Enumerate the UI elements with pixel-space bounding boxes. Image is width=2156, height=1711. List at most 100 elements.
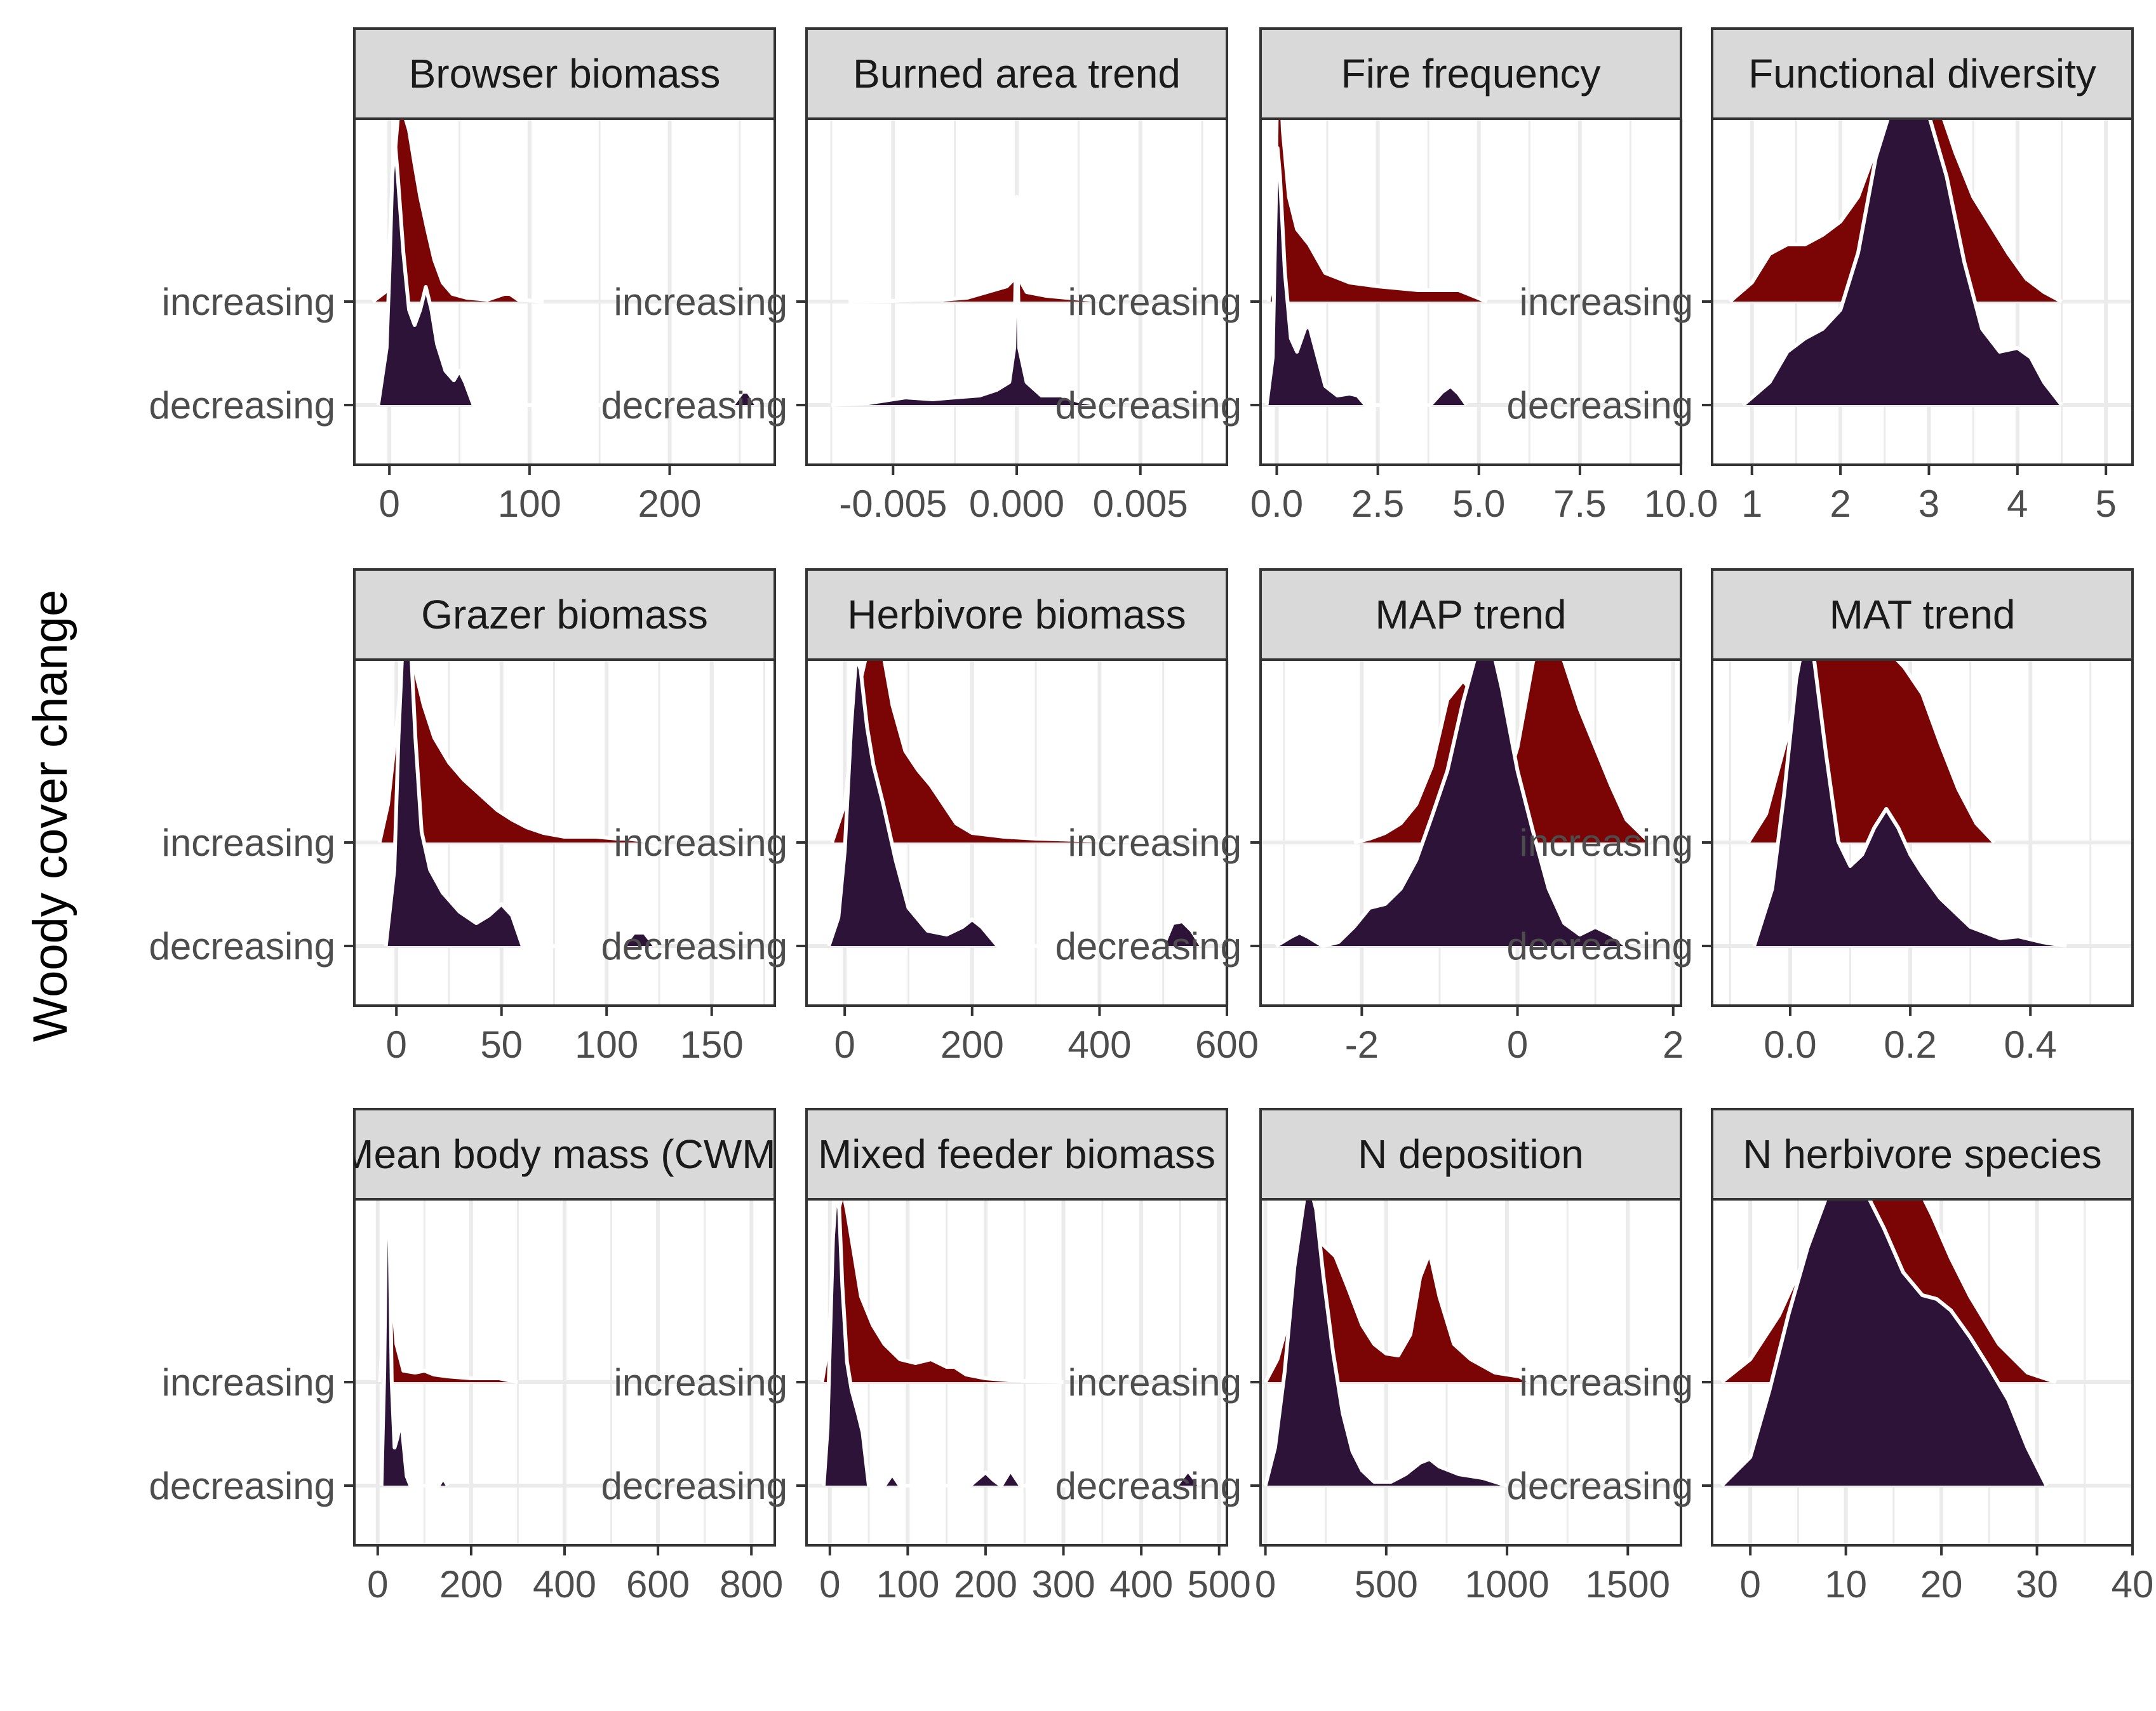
ridge-increasing <box>832 660 1163 842</box>
ridge-decreasing <box>829 660 1202 946</box>
y-tick-label-decreasing: decreasing <box>1506 384 1693 427</box>
x-tick-label: 50 <box>480 1023 523 1066</box>
x-tick-label: 150 <box>680 1023 744 1066</box>
panel-functional-diversity: Functional diversity 1 2 3 4 5 increasing decre… <box>1506 27 2134 525</box>
panel-border <box>805 658 1228 1007</box>
ridge-outline-decreasing <box>1264 146 1469 407</box>
panel-mat-trend: MAT trend 0.0 0.2 0.4 increasing decreasing <box>1506 568 2134 1066</box>
x-tick-label: 0 <box>367 1563 388 1606</box>
strip-fire-frequency <box>1259 27 1682 120</box>
ridges <box>1263 1199 1532 1488</box>
strip-mat-trend <box>1711 568 2134 661</box>
strip-title: Fire frequency <box>1341 51 1600 97</box>
x-tick-label: 400 <box>1068 1023 1131 1066</box>
x-tick-label: 1 <box>1741 483 1762 525</box>
x-tick-label: 0 <box>1507 1023 1528 1066</box>
panel-burned-area-trend: Burned area trend -0.005 0.000 0.005 increas… <box>601 27 1228 525</box>
strip-title: MAT trend <box>1830 592 2016 637</box>
y-tick-label-increasing: increasing <box>1520 281 1694 323</box>
x-tick-label: 200 <box>439 1563 503 1606</box>
panel-n-herbivore-species: N herbivore species 0 10 20 30 40 increasing de… <box>1506 1108 2154 1606</box>
y-tick-label-increasing: increasing <box>1068 1361 1242 1404</box>
ridges <box>371 119 758 407</box>
ridge-decreasing <box>1754 660 2066 946</box>
y-tick-label-decreasing: decreasing <box>149 1465 335 1507</box>
x-tick-label: 3 <box>1918 483 1939 525</box>
strip-title: N herbivore species <box>1743 1131 2102 1177</box>
x-tick-label: 600 <box>1195 1023 1259 1066</box>
x-tick-label: 0 <box>386 1023 407 1066</box>
strip-title: Burned area trend <box>853 51 1181 97</box>
strip-burned-area-trend <box>805 27 1228 120</box>
x-tick-label: 0 <box>1255 1563 1276 1606</box>
strip-title: Mixed feeder biomass <box>818 1131 1215 1177</box>
strip-title: Grazer biomass <box>421 592 708 637</box>
ridge-outline-decreasing <box>827 660 1203 948</box>
ridge-increasing <box>380 1199 518 1382</box>
ridges <box>820 1199 1202 1488</box>
ridges <box>1746 660 2067 948</box>
ridge-outline-decreasing <box>1275 660 1628 948</box>
strip-title: MAP trend <box>1375 592 1566 637</box>
x-tick-label: 10.0 <box>1644 483 1718 525</box>
panel-mixed-feeder-biomass: Mixed feeder biomass 0 100 200 300 400 500 incr… <box>601 1108 1251 1606</box>
x-tick-label: 20 <box>1920 1563 1963 1606</box>
y-tick-label-increasing: increasing <box>1068 281 1242 323</box>
y-tick-label-decreasing: decreasing <box>149 384 335 427</box>
x-tick-label: 200 <box>941 1023 1004 1066</box>
strip-herbivore-biomass <box>805 568 1228 661</box>
x-tick-label: 400 <box>533 1563 596 1606</box>
panel-border <box>1259 117 1682 466</box>
ridges <box>377 660 660 948</box>
y-tick-label-increasing: increasing <box>1068 822 1242 864</box>
ridge-outline-decreasing <box>1752 660 2067 948</box>
x-tick-label: 0 <box>1739 1563 1760 1606</box>
panel-border <box>1711 117 2134 466</box>
panel-grazer-biomass: Grazer biomass 0 50 100 150 increasing decreas… <box>149 568 776 1066</box>
x-tick-label: 0.000 <box>969 483 1064 525</box>
y-tick-label-increasing: increasing <box>1520 822 1694 864</box>
x-tick-label: 200 <box>954 1563 1017 1606</box>
ridges <box>827 660 1203 948</box>
y-tick-label-decreasing: decreasing <box>601 925 787 968</box>
x-tick-label: 7.5 <box>1553 483 1606 525</box>
y-tick-label-decreasing: decreasing <box>1055 1465 1242 1507</box>
strip-n-deposition <box>1259 1108 1682 1201</box>
x-tick-label: 200 <box>638 483 701 525</box>
x-tick-label: 40 <box>2112 1563 2154 1606</box>
x-tick-label: 0.0 <box>1250 483 1303 525</box>
x-tick-label: 10 <box>1825 1563 1867 1606</box>
y-tick-label-decreasing: decreasing <box>1506 1465 1693 1507</box>
y-axis-title: Woody cover change <box>23 590 77 1042</box>
y-tick-label-increasing: increasing <box>162 1361 336 1404</box>
strip-title: N deposition <box>1358 1131 1584 1177</box>
ridge-outline-decreasing <box>1720 1199 2049 1488</box>
ridge-decreasing <box>378 142 757 405</box>
ridge-outline-decreasing <box>376 140 758 407</box>
panel-border <box>1711 1198 2134 1547</box>
x-tick-label: 4 <box>2007 483 2028 525</box>
x-tick-label: 100 <box>876 1563 939 1606</box>
y-tick-label-decreasing: decreasing <box>601 384 787 427</box>
y-tick-label-increasing: increasing <box>614 1361 788 1404</box>
ridge-increasing <box>372 119 544 302</box>
x-tick-label: 0.4 <box>2004 1023 2057 1066</box>
ridge-decreasing <box>1265 1199 1508 1486</box>
ridges <box>1720 1199 2057 1488</box>
strip-title: Functional diversity <box>1748 51 2096 97</box>
ridge-outline-increasing <box>1266 119 1488 303</box>
y-tick-label-increasing: increasing <box>614 822 788 864</box>
panel-border <box>353 658 776 1007</box>
panel-map-trend: MAP trend -2 0 2 increasing decreasing <box>1055 568 1684 1066</box>
strip-title: Herbivore biomass <box>847 592 1186 637</box>
strip-title: Mean body mass (CWM) <box>340 1131 789 1177</box>
ridge-decreasing <box>1276 660 1627 946</box>
ridge-outline-increasing <box>1728 119 2063 303</box>
ridges <box>1728 119 2063 407</box>
x-tick-label: 2 <box>1663 1023 1684 1066</box>
ridges <box>831 195 1116 407</box>
panel-mean-body-mass-cwm: Mean body mass (CWM) 0 200 400 600 800 increas… <box>149 1108 789 1606</box>
y-tick-label-decreasing: decreasing <box>1055 925 1242 968</box>
